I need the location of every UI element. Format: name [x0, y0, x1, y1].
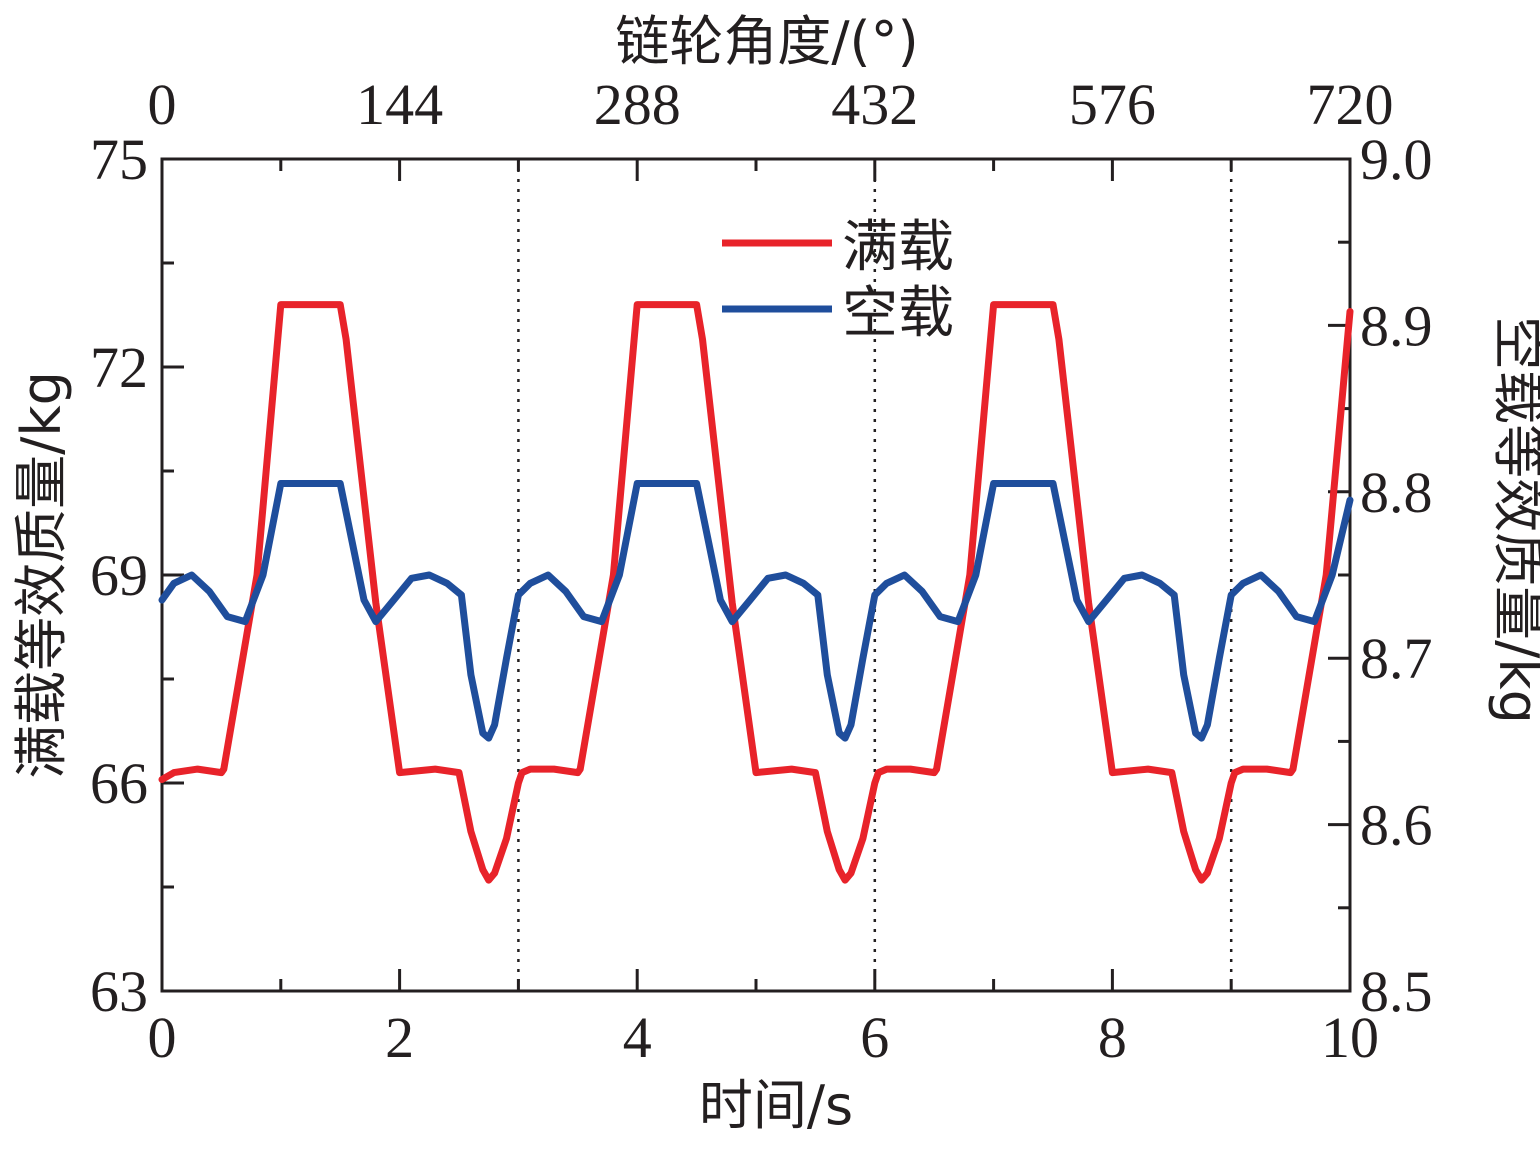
series-line-full-load — [158, 301, 1354, 884]
y2-tick-label: 8.5 — [1360, 959, 1433, 1024]
y2-tick-label: 8.9 — [1360, 293, 1433, 358]
y-tick-label: 63 — [90, 959, 148, 1024]
legend-label-full-load: 满载 — [842, 215, 954, 280]
x2-tick-label: 576 — [1069, 72, 1156, 137]
y-tick-label: 72 — [90, 335, 148, 400]
y2-tick-label: 8.8 — [1360, 460, 1433, 525]
x2-tick-label: 288 — [594, 72, 681, 137]
x-tick-label: 10 — [1321, 1005, 1379, 1070]
x-axis-title: 时间/s — [699, 1074, 853, 1137]
x2-tick-label: 0 — [148, 72, 177, 137]
series-lines — [158, 301, 1354, 884]
y-tick-label: 69 — [90, 543, 148, 608]
y-tick-label: 66 — [90, 751, 148, 816]
y2-tick-label: 9.0 — [1360, 127, 1433, 192]
legend-label-no-load: 空载 — [842, 281, 954, 346]
y-axis-title: 满载等效质量/kg — [10, 371, 73, 779]
plot-frame — [160, 157, 1352, 993]
x2-tick-label: 144 — [356, 72, 443, 137]
x2-tick-label: 720 — [1307, 72, 1394, 137]
series-line-no-load — [158, 480, 1354, 742]
x-tick-label: 4 — [623, 1005, 652, 1070]
y-tick-label: 75 — [90, 127, 148, 192]
x-tick-label: 6 — [860, 1005, 889, 1070]
axis-ticks: 0 2 4 6 8 10 0 144 288 432 576 720 63 66 69 72 75 8.5 8.6 8… — [90, 72, 1433, 1070]
y2-tick-label: 8.7 — [1360, 626, 1433, 691]
y2-axis-title: 空载等效质量/kg — [1487, 316, 1540, 724]
x-tick-label: 2 — [385, 1005, 414, 1070]
x2-tick-label: 432 — [831, 72, 918, 137]
x-tick-label: 8 — [1098, 1005, 1127, 1070]
y2-tick-label: 8.6 — [1360, 793, 1433, 858]
legend: 满载 空载 — [722, 215, 954, 346]
x2-axis-title: 链轮角度/(°) — [615, 10, 918, 73]
x-tick-label: 0 — [148, 1005, 177, 1070]
